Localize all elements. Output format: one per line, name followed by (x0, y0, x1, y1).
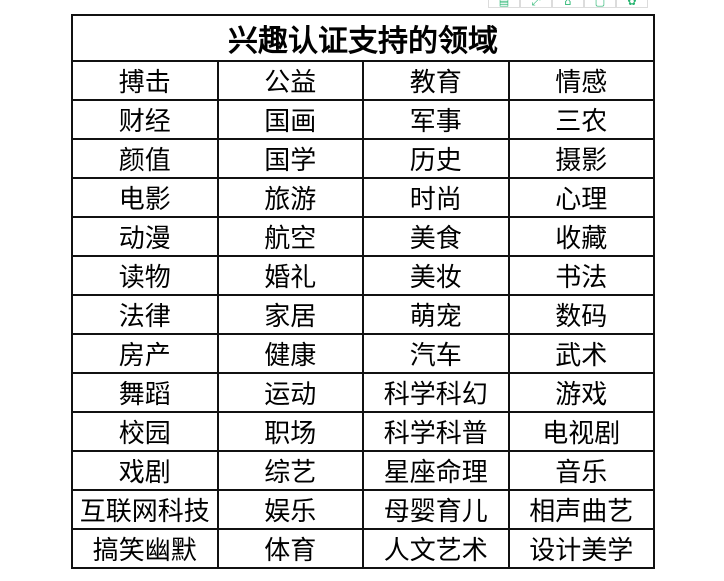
table-cell: 校园 (71, 411, 219, 452)
table-cell: 人文艺术 (362, 528, 510, 569)
table-cell: 萌宠 (362, 294, 510, 335)
table-cell: 综艺 (216, 450, 364, 491)
interest-domains-table: 兴趣认证支持的领域 搏击 公益 教育 情感 财经 国画 军事 三农 颜值 国学 历史 摄影 电影 旅游 时尚… (71, 14, 655, 569)
table-cell: 科学科幻 (362, 372, 510, 413)
table-cell: 汽车 (362, 333, 510, 374)
toolbar: ▤ ⤢ ⌂ ▢ ✿ (488, 0, 648, 8)
table-cell: 互联网科技 (71, 489, 219, 530)
table-cell: 房产 (71, 333, 219, 374)
table-cell: 摄影 (507, 138, 655, 179)
table-cell: 公益 (216, 60, 364, 101)
table-cell: 搞笑幽默 (71, 528, 219, 569)
table-cell: 家居 (216, 294, 364, 335)
crop-icon[interactable]: ▢ (584, 0, 616, 8)
table-cell: 美食 (362, 216, 510, 257)
table-row: 法律 家居 萌宠 数码 (71, 294, 655, 335)
table-cell: 星座命理 (362, 450, 510, 491)
table-cell: 时尚 (362, 177, 510, 218)
table-cell: 法律 (71, 294, 219, 335)
table-cell: 国学 (216, 138, 364, 179)
table-cell: 设计美学 (507, 528, 655, 569)
table-cell: 运动 (216, 372, 364, 413)
table-row: 校园 职场 科学科普 电视剧 (71, 411, 655, 452)
table-cell: 三农 (507, 99, 655, 140)
table-cell: 舞蹈 (71, 372, 219, 413)
table-cell: 书法 (507, 255, 655, 296)
table-cell: 情感 (507, 60, 655, 101)
table-cell: 母婴育儿 (362, 489, 510, 530)
table-cell: 音乐 (507, 450, 655, 491)
table-cell: 电影 (71, 177, 219, 218)
table-row: 电影 旅游 时尚 心理 (71, 177, 655, 218)
table-cell: 动漫 (71, 216, 219, 257)
table-cell: 游戏 (507, 372, 655, 413)
table-row: 搏击 公益 教育 情感 (71, 60, 655, 101)
table-cell: 婚礼 (216, 255, 364, 296)
table-row: 搞笑幽默 体育 人文艺术 设计美学 (71, 528, 655, 569)
table-cell: 旅游 (216, 177, 364, 218)
table-cell: 职场 (216, 411, 364, 452)
expand-icon[interactable]: ⤢ (520, 0, 552, 8)
table-row: 互联网科技 娱乐 母婴育儿 相声曲艺 (71, 489, 655, 530)
table-cell: 教育 (362, 60, 510, 101)
table-cell: 数码 (507, 294, 655, 335)
table-cell: 收藏 (507, 216, 655, 257)
table-cell: 搏击 (71, 60, 219, 101)
table-cell: 戏剧 (71, 450, 219, 491)
table-cell: 颜值 (71, 138, 219, 179)
table-cell: 心理 (507, 177, 655, 218)
table-row: 读物 婚礼 美妆 书法 (71, 255, 655, 296)
document-icon[interactable]: ▤ (488, 0, 520, 8)
table-row: 房产 健康 汽车 武术 (71, 333, 655, 374)
settings-icon[interactable]: ✿ (616, 0, 648, 8)
table-cell: 军事 (362, 99, 510, 140)
table-row: 颜值 国学 历史 摄影 (71, 138, 655, 179)
save-icon[interactable]: ⌂ (552, 0, 584, 8)
table-cell: 体育 (216, 528, 364, 569)
table-cell: 科学科普 (362, 411, 510, 452)
table-row: 舞蹈 运动 科学科幻 游戏 (71, 372, 655, 413)
table-cell: 娱乐 (216, 489, 364, 530)
table-title: 兴趣认证支持的领域 (71, 14, 655, 62)
table-cell: 健康 (216, 333, 364, 374)
table-cell: 航空 (216, 216, 364, 257)
table-cell: 电视剧 (507, 411, 655, 452)
table-cell: 武术 (507, 333, 655, 374)
table-cell: 国画 (216, 99, 364, 140)
table-cell: 财经 (71, 99, 219, 140)
table-row: 动漫 航空 美食 收藏 (71, 216, 655, 257)
table-row: 财经 国画 军事 三农 (71, 99, 655, 140)
table-row: 戏剧 综艺 星座命理 音乐 (71, 450, 655, 491)
table-cell: 读物 (71, 255, 219, 296)
table-cell: 历史 (362, 138, 510, 179)
table-cell: 相声曲艺 (507, 489, 655, 530)
table-cell: 美妆 (362, 255, 510, 296)
